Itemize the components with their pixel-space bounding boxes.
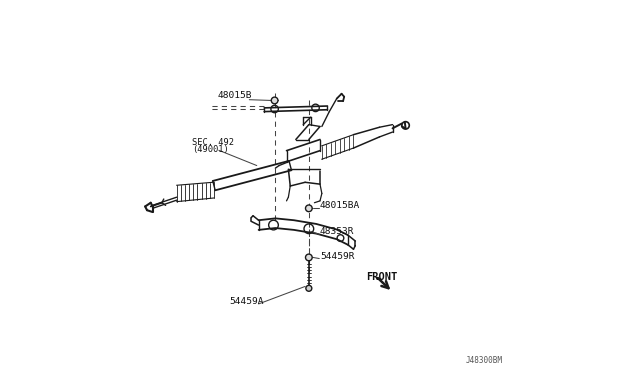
Text: 48015B: 48015B <box>218 91 252 100</box>
Text: (49001): (49001) <box>191 145 228 154</box>
Text: J48300BM: J48300BM <box>465 356 502 365</box>
Text: FRONT: FRONT <box>367 272 397 282</box>
Text: 54459A: 54459A <box>229 297 264 306</box>
Circle shape <box>305 254 312 261</box>
Circle shape <box>271 97 278 104</box>
Text: 48353R: 48353R <box>320 227 355 236</box>
Circle shape <box>306 285 312 291</box>
Circle shape <box>305 205 312 212</box>
Text: 48015BA: 48015BA <box>320 201 360 210</box>
Text: SEC. 492: SEC. 492 <box>191 138 234 147</box>
Text: 54459R: 54459R <box>320 251 355 260</box>
